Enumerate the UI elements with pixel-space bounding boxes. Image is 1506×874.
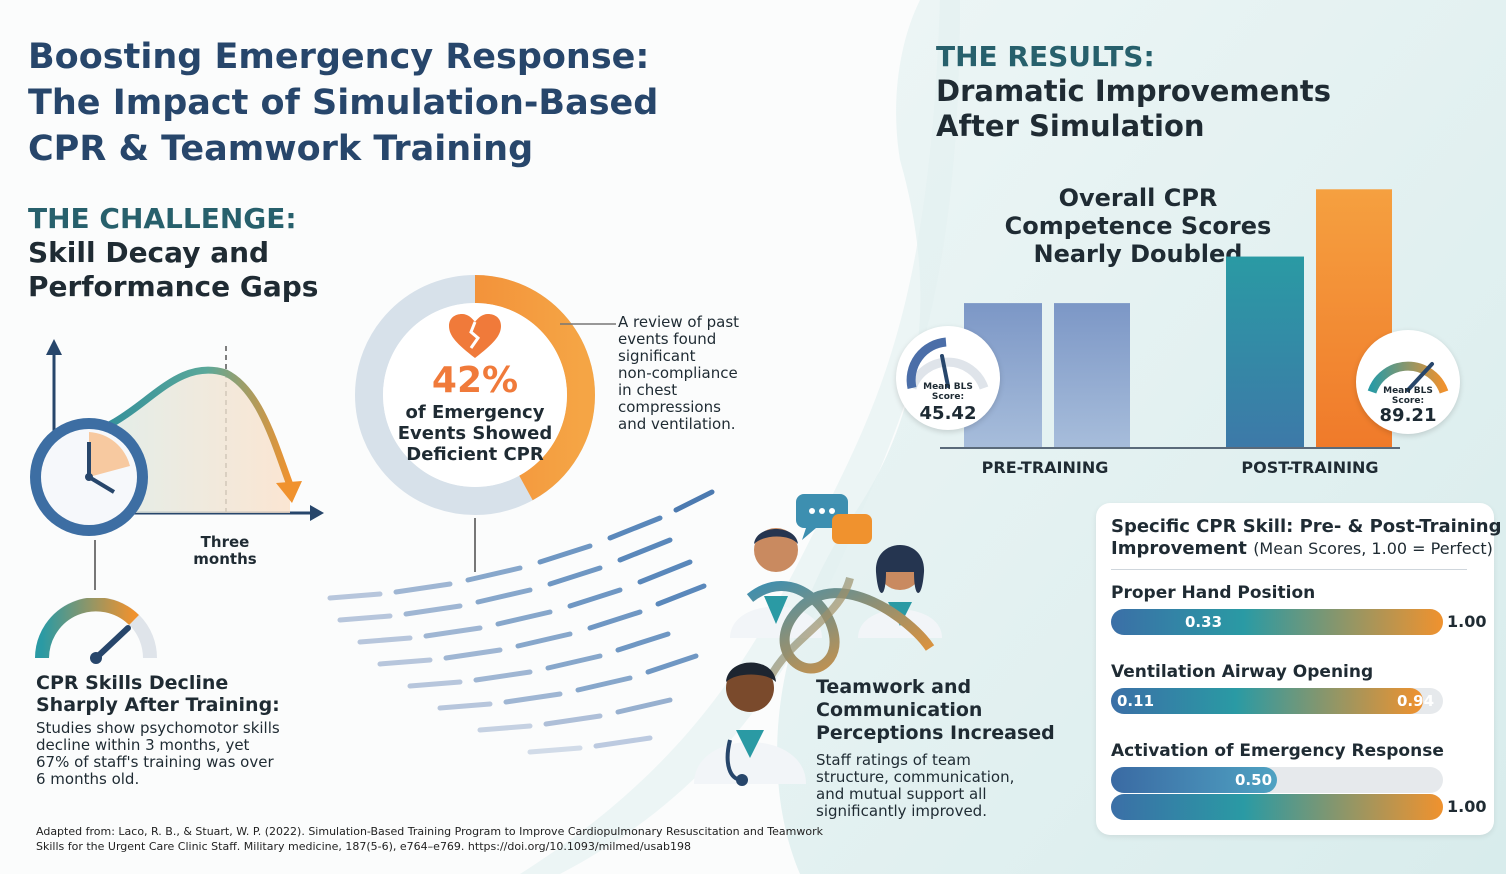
skill-bar-emergency-post [1111, 794, 1443, 820]
skill-pre-value: 0.11 [1117, 692, 1155, 710]
team-illustration [694, 494, 942, 786]
skill-post-value: 0.94 [1397, 692, 1435, 710]
bar-chart-title: Overall CPR Competence Scores Nearly Dou… [1004, 184, 1272, 268]
donut-percent: 42% [431, 360, 519, 401]
skill-bar-hand-position: 0.33 [1111, 609, 1443, 635]
results-subheading: Dramatic Improvements After Simulation [936, 74, 1332, 143]
pre-score-gauge: Mean BLS Score: 45.42 [896, 326, 1000, 430]
bar-pre-training-2 [1054, 303, 1130, 448]
challenge-subheading: Skill Decay and Performance Gaps [28, 236, 319, 303]
skill-bar-airway: 0.11 0.94 [1111, 688, 1443, 714]
skill-label-hand-position: Proper Hand Position [1111, 583, 1316, 603]
post-score: 89.21 [1379, 405, 1437, 426]
competence-bar-chart [940, 189, 1400, 449]
decline-title: CPR Skills Decline Sharply After Trainin… [36, 672, 280, 716]
teamwork-text: Staff ratings of team structure, communi… [816, 751, 1015, 820]
skill-bar-fill [1111, 609, 1443, 635]
results-heading: THE RESULTS: [936, 40, 1155, 73]
skill-pre-value: 0.50 [1235, 771, 1273, 789]
donut-pointer-line [560, 323, 616, 325]
skill-label-airway: Ventilation Airway Opening [1111, 662, 1374, 682]
decline-gauge-icon [35, 598, 157, 664]
post-gauge-label: Mean BLS Score: [1383, 386, 1433, 406]
skill-post-value-emergency: 1.00 [1447, 797, 1487, 816]
broken-heart-icon [449, 314, 501, 364]
skill-bar-fill [1111, 794, 1443, 820]
donut-label: of Emergency Events Showed Deficient CPR [397, 402, 553, 465]
skill-bar-emergency-pre: 0.50 [1111, 767, 1443, 793]
skills-title-note: (Mean Scores, 1.00 = Perfect) [1253, 539, 1493, 558]
curve-label: Three months [193, 533, 257, 568]
skill-bar-fill [1111, 767, 1277, 793]
clock-icon [30, 418, 148, 536]
skill-post-value: 1.00 [1447, 612, 1487, 631]
skill-label-emergency-response: Activation of Emergency Response [1111, 741, 1444, 761]
skill-bar-fill [1111, 688, 1424, 714]
post-score-gauge: Mean BLS Score: 89.21 [1356, 330, 1460, 434]
pre-training-label: PRE-TRAINING [981, 458, 1109, 477]
page-title: Boosting Emergency Response: The Impact … [28, 37, 659, 169]
teamwork-title: Teamwork and Communication Perceptions I… [816, 676, 1055, 744]
decline-text: Studies show psychomotor skills decline … [36, 719, 280, 788]
bar-post-training-teal [1226, 256, 1304, 448]
skill-pre-value: 0.33 [1185, 613, 1223, 631]
deficient-cpr-donut [355, 275, 595, 515]
citation: Adapted from: Laco, R. B., & Stuart, W. … [36, 825, 824, 853]
challenge-heading: THE CHALLENGE: [28, 202, 297, 235]
post-training-label: POST-TRAINING [1241, 458, 1379, 477]
motion-dashes [327, 489, 715, 755]
pre-gauge-label: Mean BLS Score: [923, 382, 973, 402]
donut-note: A review of past events found significan… [618, 313, 740, 433]
pre-score: 45.42 [919, 403, 977, 424]
skills-title: Specific CPR Skill: Pre- & Post-Training… [1111, 516, 1502, 559]
